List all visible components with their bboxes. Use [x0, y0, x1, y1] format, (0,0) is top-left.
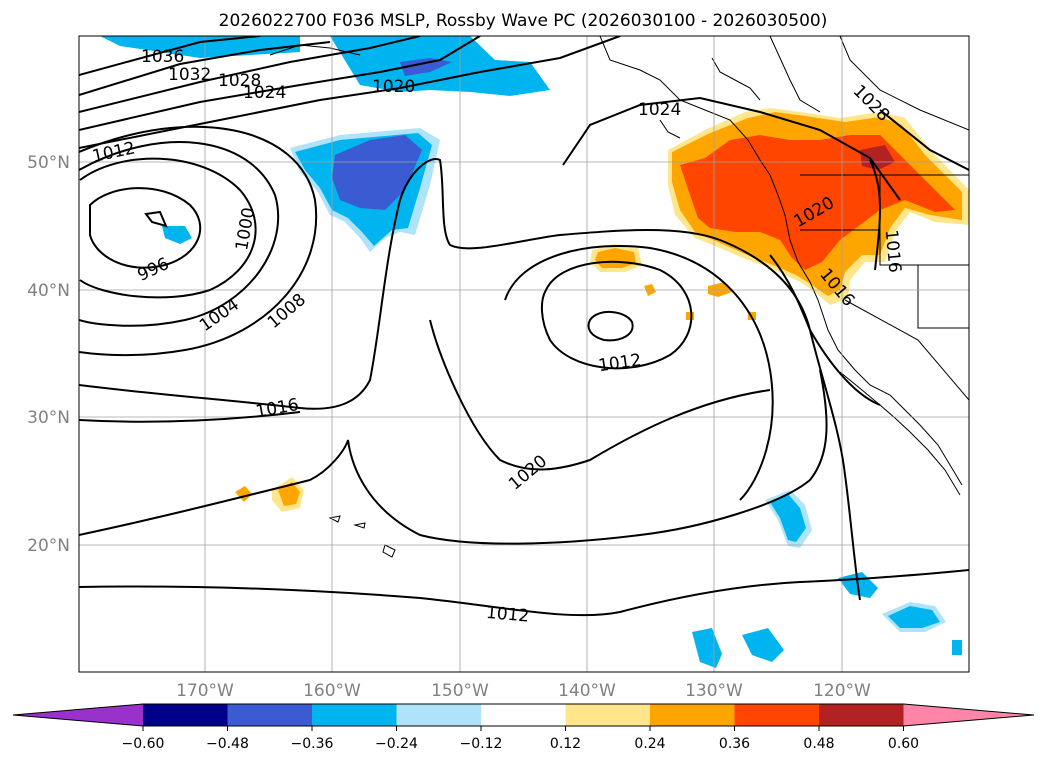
isobar-label: 1032 — [168, 65, 211, 85]
colorbar-tick-label: 0.60 — [888, 736, 919, 752]
colorbar-extend-high — [903, 704, 1034, 726]
colorbar-segment — [143, 704, 228, 726]
latitude-labels: 50°N 40°N 30°N 20°N — [27, 153, 70, 556]
lon-label: 120°W — [813, 681, 871, 701]
isobar-label: 1028 — [218, 71, 261, 91]
lat-label: 40°N — [27, 281, 70, 301]
lon-label: 150°W — [431, 681, 489, 701]
lat-label: 30°N — [27, 408, 70, 428]
colorbar-segment — [565, 704, 651, 726]
figure-title: 2026022700 F036 MSLP, Rossby Wave PC (20… — [219, 11, 828, 31]
colorbar-tick-label: −0.60 — [122, 736, 165, 752]
colorbar-segment — [481, 704, 566, 726]
isobar-label: 1024 — [638, 100, 681, 120]
colorbar-segment — [396, 704, 482, 726]
isobar-label: 1024 — [243, 83, 286, 103]
colorbar-tick-label: 0.48 — [803, 736, 834, 752]
colorbar-tick-label: −0.36 — [291, 736, 334, 752]
map-frame — [78, 35, 970, 673]
lat-label: 50°N — [27, 153, 70, 173]
isobars — [79, 36, 969, 617]
colorbar-segment — [650, 704, 735, 726]
negative-anomaly-shading — [100, 36, 962, 668]
colorbar-tick-label: 0.36 — [719, 736, 750, 752]
colorbar-segment — [819, 704, 904, 726]
isobar-label: 1036 — [141, 47, 184, 67]
isobar-label: 1012 — [485, 603, 530, 627]
colorbar-tick-label: 0.24 — [634, 736, 665, 752]
colorbar-tick-label: −0.12 — [460, 736, 503, 752]
colorbar-segment — [734, 704, 820, 726]
lon-label: 140°W — [558, 681, 616, 701]
colorbar-tick-label: −0.48 — [206, 736, 249, 752]
isobar-label: 1016 — [881, 229, 905, 274]
map-area: 1036 1032 1028 1024 1020 1024 1028 1012 … — [79, 36, 969, 672]
longitude-labels: 170°W 160°W 150°W 140°W 130°W 120°W — [176, 681, 871, 701]
colorbar-segment — [312, 704, 397, 726]
gridlines — [79, 36, 969, 672]
colorbar-segment — [227, 704, 313, 726]
colorbar-tick-label: −0.24 — [375, 736, 418, 752]
lon-label: 160°W — [303, 681, 361, 701]
isobar-label: 1020 — [372, 77, 415, 97]
colorbar: −0.60 −0.48 −0.36 −0.24 −0.12 0.12 0.24 0.36 0.4… — [12, 703, 1035, 752]
lon-label: 170°W — [176, 681, 234, 701]
colorbar-extend-low — [13, 704, 143, 726]
positive-anomaly-shading — [235, 108, 969, 512]
colorbar-tick-label: 0.12 — [550, 736, 581, 752]
lat-label: 20°N — [27, 536, 70, 556]
lon-label: 130°W — [685, 681, 743, 701]
